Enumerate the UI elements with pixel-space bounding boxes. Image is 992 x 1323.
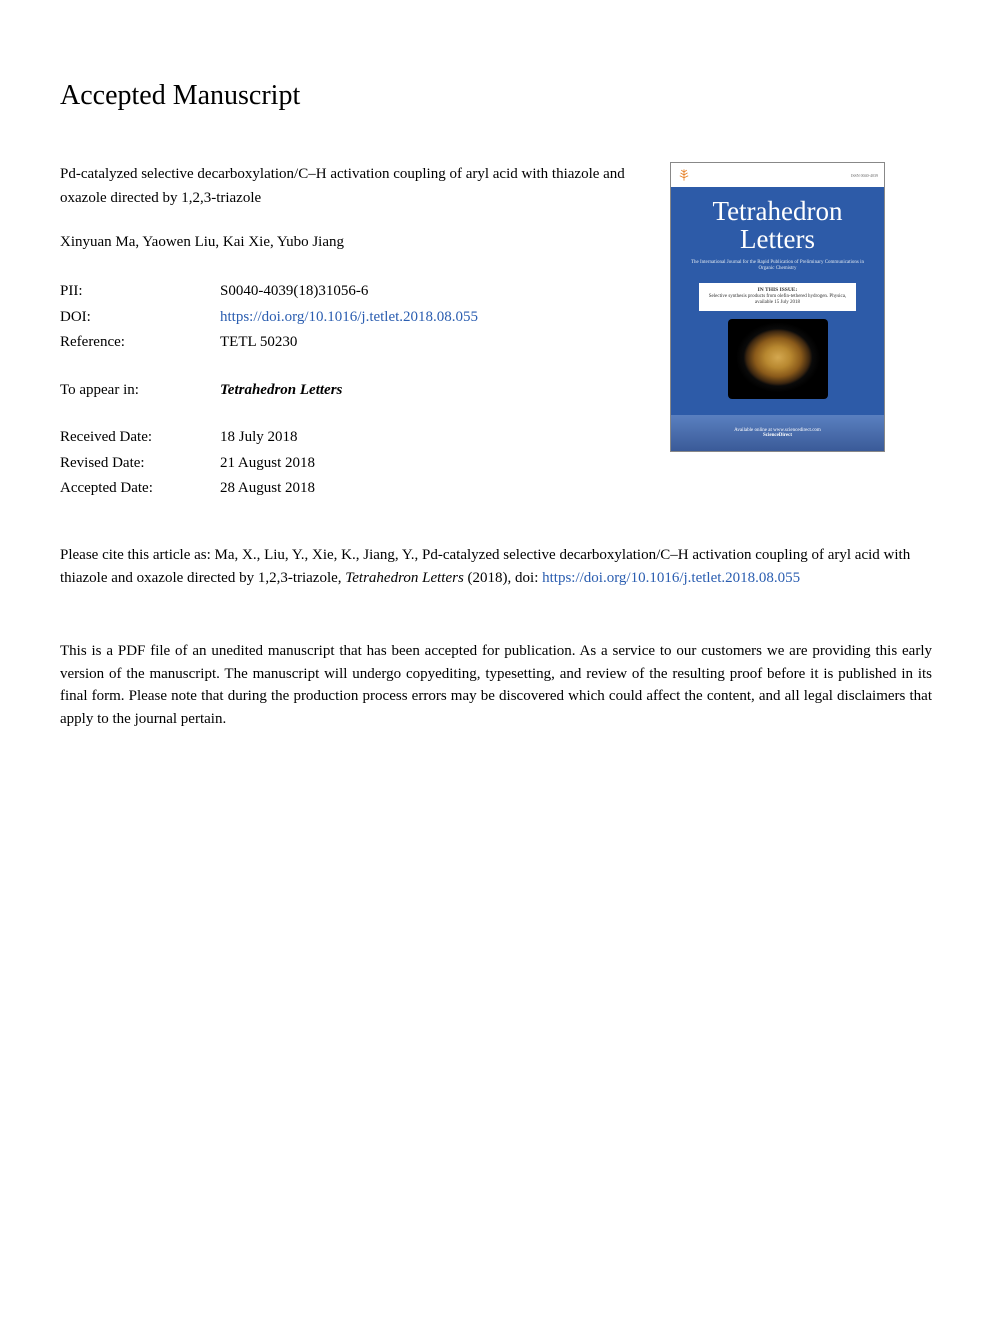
citation-journal: Tetrahedron Letters bbox=[345, 570, 463, 586]
meta-table-appear: To appear in: Tetrahedron Letters bbox=[60, 378, 640, 404]
meta-row-received: Received Date: 18 July 2018 bbox=[60, 425, 640, 451]
meta-row-pii: PII: S0040-4039(18)31056-6 bbox=[60, 279, 640, 305]
meta-value: 18 July 2018 bbox=[220, 425, 298, 451]
cover-journal-title: Tetrahedron Letters bbox=[671, 187, 884, 256]
meta-value: 28 August 2018 bbox=[220, 476, 315, 502]
meta-row-revised: Revised Date: 21 August 2018 bbox=[60, 451, 640, 477]
cover-footer-brand: ScienceDirect bbox=[763, 433, 792, 438]
elsevier-logo bbox=[677, 168, 691, 182]
meta-table-dates: Received Date: 18 July 2018 Revised Date… bbox=[60, 425, 640, 502]
meta-label: To appear in: bbox=[60, 378, 220, 404]
meta-row-doi: DOI: https://doi.org/10.1016/j.tetlet.20… bbox=[60, 305, 640, 331]
article-title: Pd-catalyzed selective decarboxylation/C… bbox=[60, 162, 640, 210]
meta-value: 21 August 2018 bbox=[220, 451, 315, 477]
page-title: Accepted Manuscript bbox=[60, 80, 932, 112]
meta-label: Reference: bbox=[60, 330, 220, 356]
meta-value: S0040-4039(18)31056-6 bbox=[220, 279, 368, 305]
journal-cover: ISSN 0040-4039 Tetrahedron Letters The I… bbox=[670, 162, 885, 452]
cover-issue-heading: IN THIS ISSUE: bbox=[705, 287, 850, 294]
meta-row-accepted: Accepted Date: 28 August 2018 bbox=[60, 476, 640, 502]
cover-image bbox=[728, 319, 828, 399]
meta-label: Accepted Date: bbox=[60, 476, 220, 502]
disclaimer-text: This is a PDF file of an unedited manusc… bbox=[60, 640, 932, 730]
meta-row-reference: Reference: TETL 50230 bbox=[60, 330, 640, 356]
meta-label: PII: bbox=[60, 279, 220, 305]
meta-label: DOI: bbox=[60, 305, 220, 331]
doi-link[interactable]: https://doi.org/10.1016/j.tetlet.2018.08… bbox=[220, 305, 478, 331]
meta-row-appear: To appear in: Tetrahedron Letters bbox=[60, 378, 640, 404]
elsevier-tree-icon bbox=[677, 168, 691, 182]
cover-issue-text: Selective synthesis products from olefin… bbox=[705, 294, 850, 307]
citation-doi-link[interactable]: https://doi.org/10.1016/j.tetlet.2018.08… bbox=[542, 570, 800, 586]
main-content: Pd-catalyzed selective decarboxylation/C… bbox=[60, 162, 932, 524]
meta-table: PII: S0040-4039(18)31056-6 DOI: https://… bbox=[60, 279, 640, 356]
meta-value-journal: Tetrahedron Letters bbox=[220, 378, 342, 404]
citation-block: Please cite this article as: Ma, X., Liu… bbox=[60, 544, 932, 591]
authors: Xinyuan Ma, Yaowen Liu, Kai Xie, Yubo Ji… bbox=[60, 234, 640, 251]
cover-footer: Available online at www.sciencedirect.co… bbox=[671, 415, 884, 451]
cover-issn: ISSN 0040-4039 bbox=[851, 173, 878, 178]
cover-issue-box: IN THIS ISSUE: Selective synthesis produ… bbox=[699, 283, 856, 311]
cover-header: ISSN 0040-4039 bbox=[671, 163, 884, 187]
meta-label: Revised Date: bbox=[60, 451, 220, 477]
left-column: Pd-catalyzed selective decarboxylation/C… bbox=[60, 162, 640, 524]
meta-label: Received Date: bbox=[60, 425, 220, 451]
citation-year: (2018), doi: bbox=[464, 570, 542, 586]
cover-subtitle: The International Journal for the Rapid … bbox=[671, 256, 884, 277]
meta-value: TETL 50230 bbox=[220, 330, 297, 356]
